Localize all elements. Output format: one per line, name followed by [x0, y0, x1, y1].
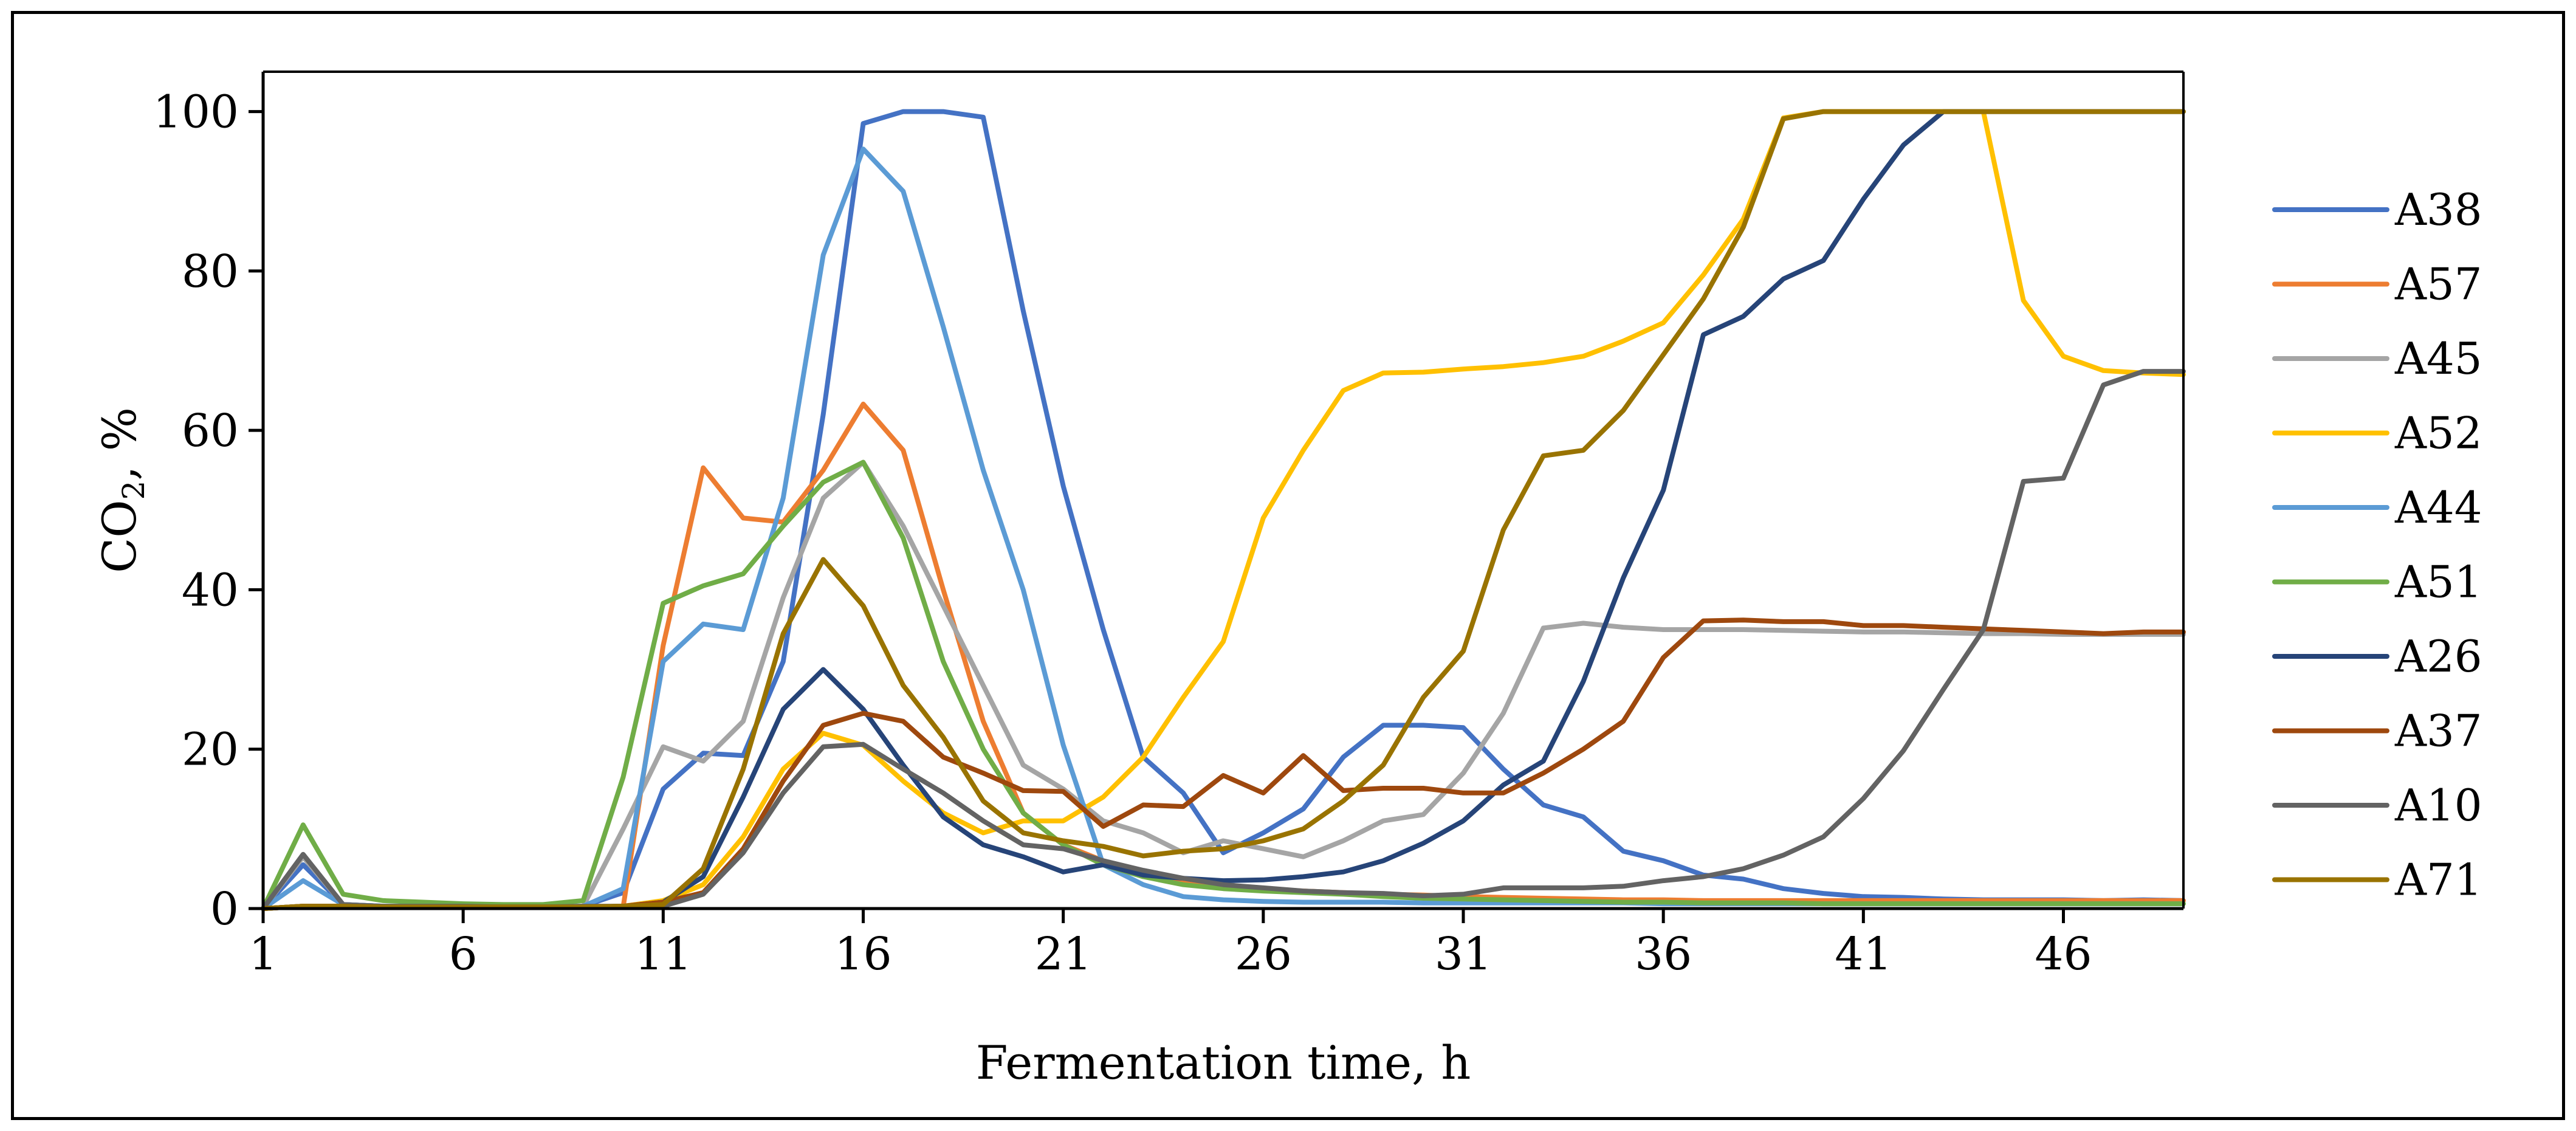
axes	[261, 70, 2185, 910]
y-axis-title-suffix: , %	[92, 407, 146, 481]
legend: A38 A57 A45 A52 A44 A51 A26 A37 A10 A71	[2272, 184, 2482, 906]
y-tick-label: 20	[182, 724, 239, 776]
series-line-a38	[261, 109, 2186, 911]
y-tick-label: 100	[153, 86, 239, 139]
legend-label-a44: A44	[2394, 482, 2482, 533]
y-tick-label: 0	[210, 883, 239, 935]
series-line-a51	[261, 459, 2186, 911]
series-line-a45	[261, 459, 2186, 911]
x-tick-label: 36	[1635, 928, 1692, 980]
x-tick-label: 46	[2035, 928, 2092, 980]
series-line-a52	[261, 109, 2186, 911]
y-tick-label: 40	[182, 564, 239, 616]
x-tick-label: 21	[1035, 928, 1092, 980]
x-tick-label: 26	[1235, 928, 1292, 980]
y-tick-label: 80	[182, 246, 239, 298]
series-line-a44	[261, 146, 2186, 911]
y-axis-title: CO2, %	[92, 407, 151, 573]
chart-frame: 1 6 11 16 21 26 31 36 41 46 0 20 40 60 80 100 Fermenta…	[11, 11, 2565, 1120]
legend-label-a26: A26	[2394, 631, 2482, 682]
legend-label-a51: A51	[2394, 557, 2482, 608]
legend-label-a45: A45	[2394, 333, 2482, 384]
legend-label-a10: A10	[2394, 780, 2482, 831]
x-ticks: 1 6 11 16 21 26 31 36 41 46	[249, 909, 2092, 980]
legend-label-a71: A71	[2394, 854, 2482, 906]
y-ticks: 0 20 40 60 80 100	[153, 86, 263, 935]
x-axis-title: Fermentation time, h	[976, 1036, 1471, 1090]
y-axis-title-main: CO	[92, 500, 146, 572]
x-tick-label: 1	[249, 928, 277, 980]
x-tick-label: 11	[634, 928, 692, 980]
series-line-a26	[261, 109, 2186, 911]
series-line-a57	[261, 401, 2186, 911]
legend-label-a38: A38	[2394, 184, 2482, 235]
x-tick-label: 41	[1835, 928, 1892, 980]
series-line-a37	[261, 617, 2186, 911]
legend-label-a57: A57	[2394, 259, 2482, 310]
x-tick-label: 31	[1435, 928, 1492, 980]
plot-lines	[261, 109, 2186, 911]
legend-label-a52: A52	[2394, 408, 2482, 459]
y-axis-title-subscript: 2	[116, 481, 151, 500]
y-tick-label: 60	[182, 405, 239, 457]
series-line-a71	[261, 109, 2186, 911]
legend-label-a37: A37	[2394, 706, 2482, 757]
x-tick-label: 6	[449, 928, 478, 980]
x-tick-label: 16	[834, 928, 891, 980]
